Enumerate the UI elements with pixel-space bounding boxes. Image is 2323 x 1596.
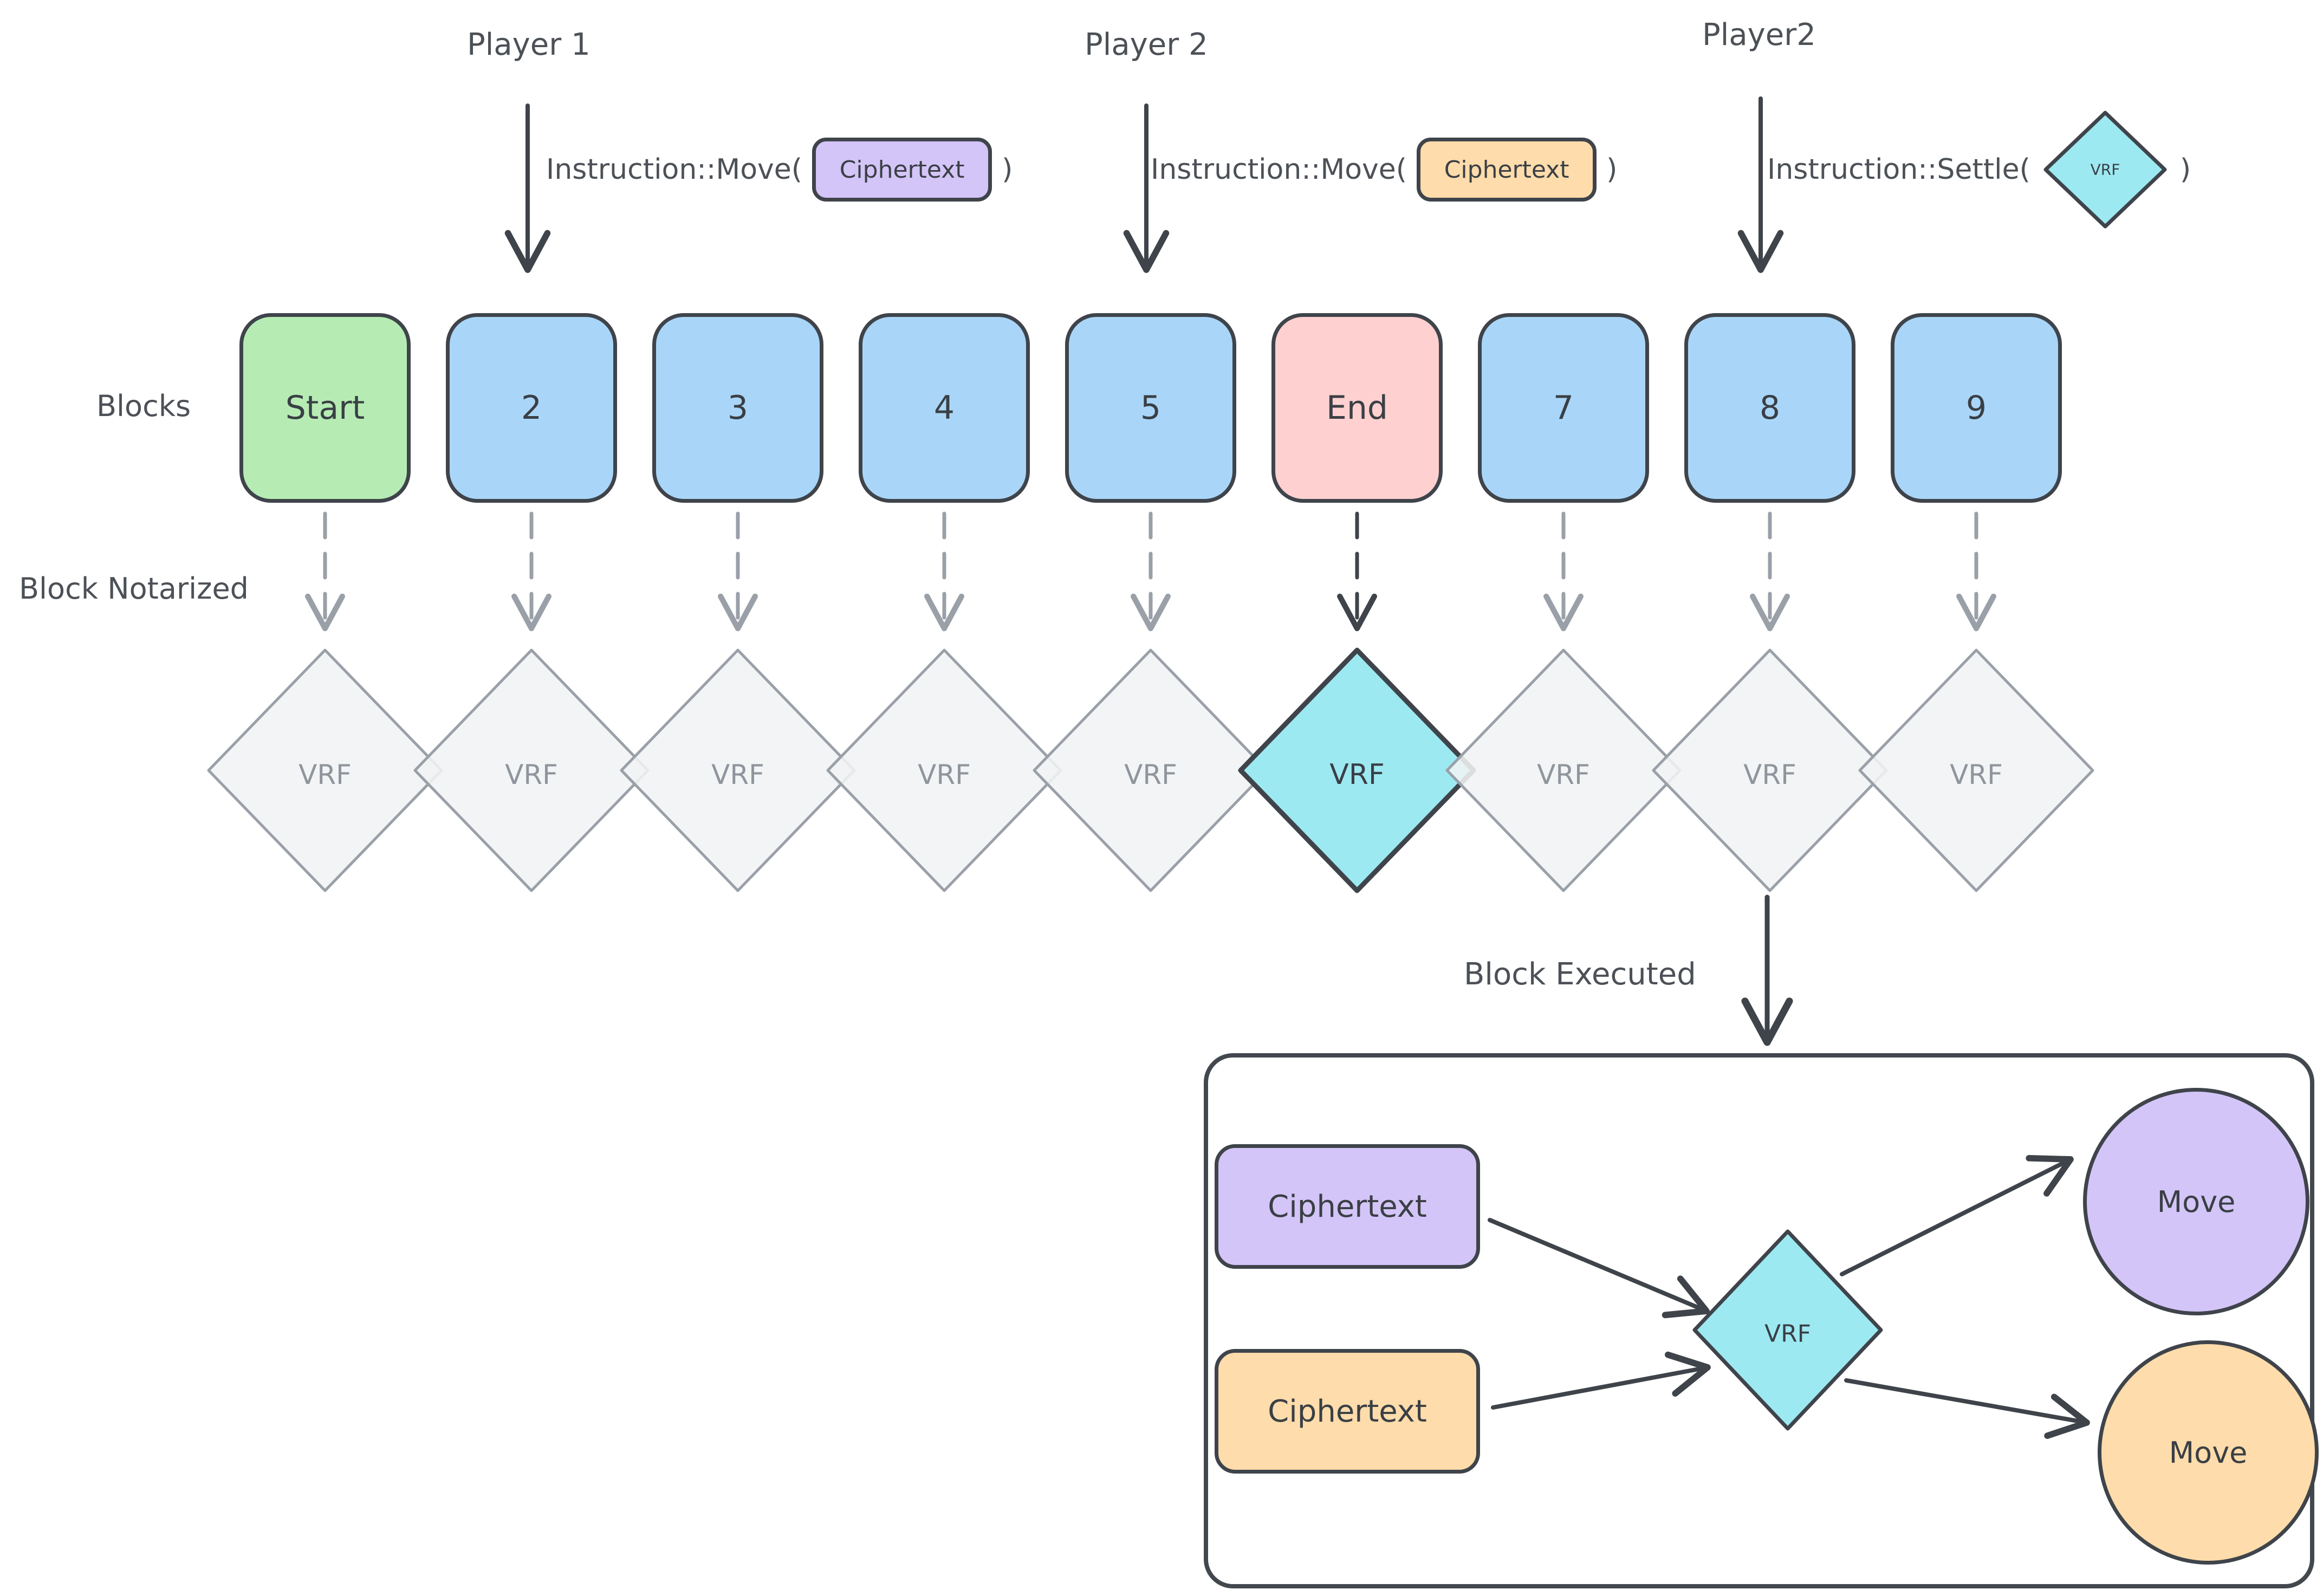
vrf-diamond-7: VRF bbox=[1445, 648, 1682, 892]
block-end: End bbox=[1271, 313, 1443, 503]
svg-text:VRF: VRF bbox=[711, 759, 764, 790]
block-9: 9 bbox=[1891, 313, 2062, 503]
exec-input-ciphertext-violet: Ciphertext bbox=[1215, 1144, 1480, 1269]
block-2: 2 bbox=[446, 313, 617, 503]
instruction-settle-prefix: Instruction::Settle( bbox=[1767, 153, 2030, 186]
exec-output-move-violet: Move bbox=[2083, 1088, 2309, 1315]
block-executed-label: Block Executed bbox=[1464, 957, 1696, 992]
svg-text:VRF: VRF bbox=[505, 759, 558, 790]
svg-text:VRF: VRF bbox=[1743, 759, 1796, 790]
instruction-move-1: Instruction::Move( Ciphertext ) bbox=[546, 138, 1013, 202]
instruction-settle: Instruction::Settle( VRF ) bbox=[1767, 111, 2191, 229]
block-start: Start bbox=[239, 313, 411, 503]
svg-text:VRF: VRF bbox=[1537, 759, 1590, 790]
ciphertext-badge-orange: Ciphertext bbox=[1417, 138, 1597, 202]
blocks-row-label: Blocks bbox=[96, 389, 191, 423]
block-4: 4 bbox=[859, 313, 1030, 503]
ciphertext-badge-violet: Ciphertext bbox=[812, 138, 992, 202]
exec-output-move-orange: Move bbox=[2098, 1340, 2319, 1565]
block-3: 3 bbox=[652, 313, 823, 503]
instruction-move-2-prefix: Instruction::Move( bbox=[1151, 153, 1407, 186]
vrf-diamond-8: VRF bbox=[1652, 648, 1888, 892]
svg-text:VRF: VRF bbox=[1124, 759, 1177, 790]
player2-settle-label: Player2 bbox=[1702, 17, 1816, 53]
block-7: 7 bbox=[1478, 313, 1649, 503]
settle-vrf-diamond-icon: VRF bbox=[2043, 111, 2167, 229]
block-notarized-label: Block Notarized bbox=[19, 572, 249, 606]
instruction-move-2-suffix: ) bbox=[1606, 153, 1618, 186]
exec-input-ciphertext-orange: Ciphertext bbox=[1215, 1349, 1480, 1474]
vrf-diamond-2: VRF bbox=[413, 648, 650, 892]
instruction-move-1-suffix: ) bbox=[1002, 153, 1013, 186]
vrf-diamond-5: VRF bbox=[1033, 648, 1269, 892]
block-5: 5 bbox=[1065, 313, 1236, 503]
vrf-diamond-9: VRF bbox=[1858, 648, 2094, 892]
player1-label: Player 1 bbox=[467, 27, 591, 62]
player2-label: Player 2 bbox=[1085, 27, 1208, 62]
svg-text:VRF: VRF bbox=[918, 759, 971, 790]
vrf-diamond-row: VRF VRF VRF VRF VRF VRF bbox=[207, 647, 2094, 893]
svg-text:VRF: VRF bbox=[1950, 759, 2003, 790]
vrf-diamond-4: VRF bbox=[826, 648, 1062, 892]
instruction-move-1-prefix: Instruction::Move( bbox=[546, 153, 803, 186]
vrf-diamond-3: VRF bbox=[620, 648, 856, 892]
block-8: 8 bbox=[1684, 313, 1855, 503]
svg-text:VRF: VRF bbox=[1329, 758, 1385, 791]
vrf-diamond-1: VRF bbox=[207, 648, 443, 892]
vrf-diamond-end-highlighted: VRF bbox=[1238, 647, 1476, 893]
settle-vrf-label: VRF bbox=[2091, 161, 2120, 179]
instruction-settle-suffix: ) bbox=[2179, 153, 2191, 186]
instruction-move-2: Instruction::Move( Ciphertext ) bbox=[1151, 138, 1618, 202]
notarize-arrows bbox=[305, 511, 1996, 632]
svg-text:VRF: VRF bbox=[299, 759, 352, 790]
